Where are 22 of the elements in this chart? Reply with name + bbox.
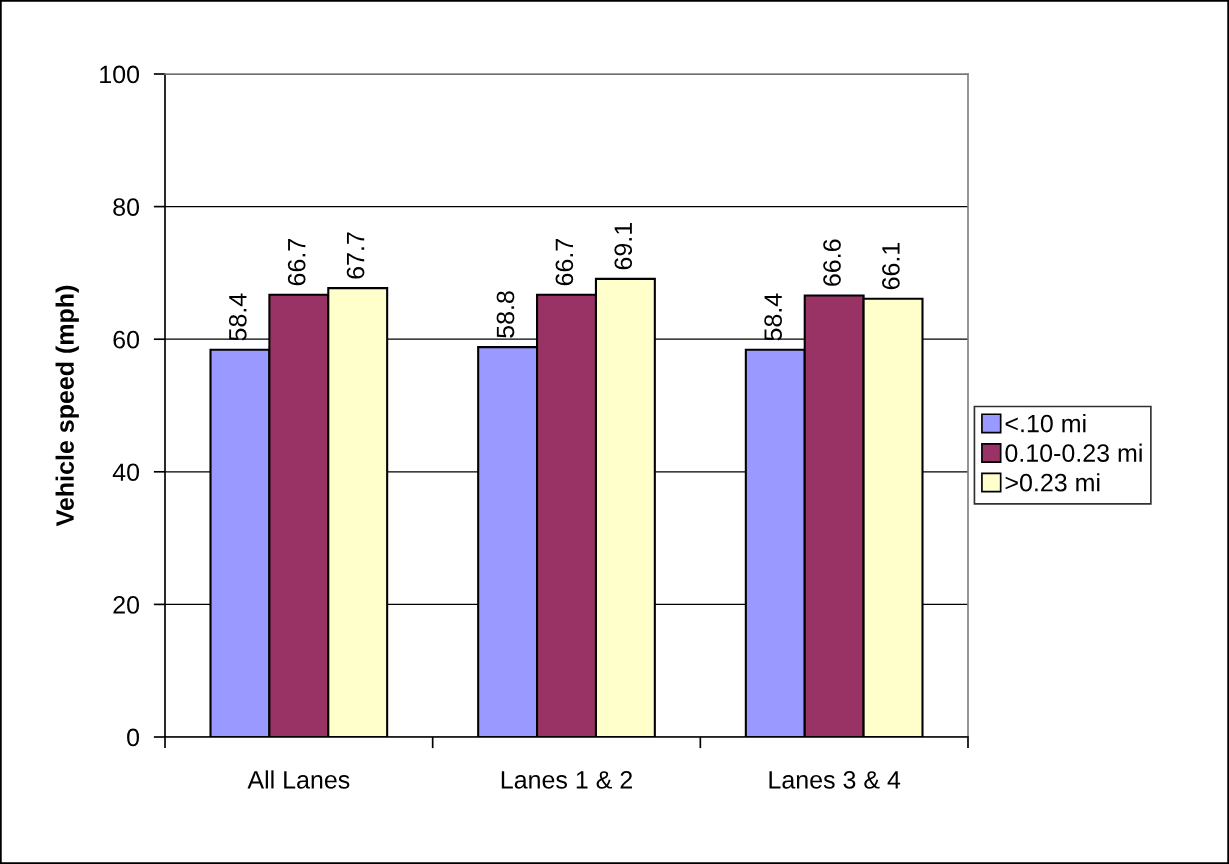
data-label: 66.6: [823, 239, 841, 286]
x-tick-label: Lanes 3 & 4: [769, 770, 901, 789]
legend-label: 0.10-0.23 mi: [1005, 443, 1142, 462]
x-tick-label: Lanes 1 & 2: [501, 770, 632, 789]
data-label: 58.4: [764, 293, 782, 341]
y-tick-label: 0: [127, 728, 140, 747]
data-label: 58.4: [228, 293, 247, 341]
legend-label: <.10 mi: [1005, 414, 1086, 433]
y-tick-label: 80: [113, 198, 140, 216]
y-tick-label: 60: [113, 330, 140, 349]
legend-label: >0.23 mi: [1005, 473, 1100, 492]
y-tick-label: 40: [112, 463, 140, 482]
y-tick-label: 100: [100, 65, 140, 84]
data-label: 67.7: [346, 232, 365, 279]
x-tick-label: All Lanes: [247, 770, 350, 789]
data-label: 69.1: [614, 223, 633, 270]
y-tick-label: 20: [113, 596, 140, 614]
data-label: 58.8: [496, 291, 515, 338]
y-axis-title: Vehicle speed (mph): [55, 285, 79, 527]
data-label: 66.7: [287, 239, 306, 286]
data-label: 66.1: [882, 242, 900, 290]
data-label: 66.7: [555, 239, 574, 286]
